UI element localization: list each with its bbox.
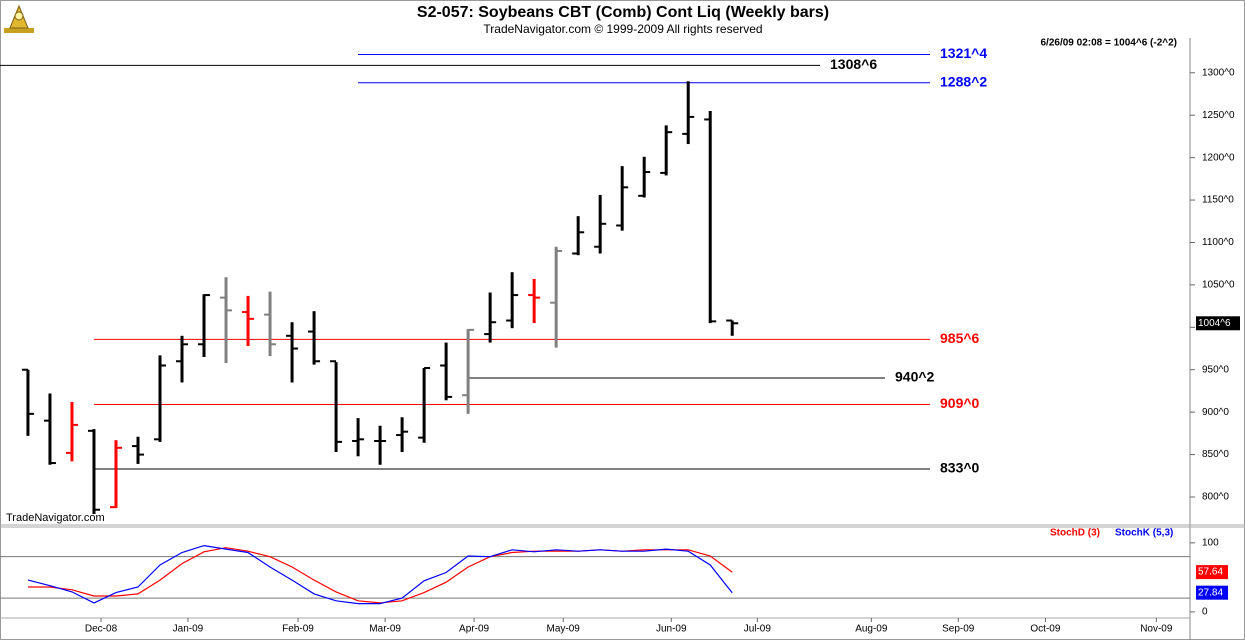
y-tick-label: 0 bbox=[1202, 607, 1208, 618]
y-tick-label: 100 bbox=[1202, 538, 1219, 549]
x-tick-label: Apr-09 bbox=[459, 624, 489, 635]
last-price-box bbox=[1196, 316, 1240, 331]
level-label: 833^0 bbox=[940, 460, 980, 476]
x-tick-label: Mar-09 bbox=[369, 624, 401, 635]
y-tick-label: 1050^0 bbox=[1202, 280, 1235, 291]
x-tick-label: Aug-09 bbox=[855, 624, 888, 635]
last-value-box bbox=[1196, 565, 1228, 580]
level-label: 1308^6 bbox=[830, 56, 877, 72]
last-value-label: 27.84 bbox=[1198, 587, 1223, 598]
x-tick-label: Sep-09 bbox=[942, 624, 975, 635]
level-label: 985^6 bbox=[940, 330, 980, 346]
quote-info: 6/26/09 02:08 = 1004^6 (-2^2) bbox=[1041, 38, 1178, 49]
chart-subtitle: TradeNavigator.com © 1999-2009 All right… bbox=[483, 22, 762, 36]
x-tick-label: Jun-09 bbox=[656, 624, 687, 635]
watermark: TradeNavigator.com bbox=[6, 512, 105, 524]
level-label: 909^0 bbox=[940, 395, 980, 411]
legend-entry: StochD (3) bbox=[1050, 528, 1100, 539]
x-tick-label: Dec-08 bbox=[85, 624, 118, 635]
level-label: 1321^4 bbox=[940, 45, 987, 61]
y-tick-label: 850^0 bbox=[1202, 449, 1229, 460]
x-tick-label: Nov-09 bbox=[1140, 624, 1173, 635]
legend-entry: StochK (5,3) bbox=[1115, 528, 1173, 539]
y-tick-label: 1200^0 bbox=[1202, 152, 1235, 163]
y-tick-label: 900^0 bbox=[1202, 407, 1229, 418]
x-tick-label: Jul-09 bbox=[744, 624, 772, 635]
x-tick-label: Feb-09 bbox=[282, 624, 314, 635]
y-tick-label: 800^0 bbox=[1202, 492, 1229, 503]
last-value-label: 57.64 bbox=[1198, 567, 1223, 578]
logo bbox=[4, 4, 34, 33]
y-tick-label: 1300^0 bbox=[1202, 67, 1235, 78]
y-tick-label: 950^0 bbox=[1202, 364, 1229, 375]
y-tick-label: 1150^0 bbox=[1202, 195, 1234, 206]
level-label: 1288^2 bbox=[940, 73, 987, 89]
stoch-line bbox=[27, 544, 733, 605]
y-tick-label: 1250^0 bbox=[1202, 110, 1235, 121]
chart-title: S2-057: Soybeans CBT (Comb) Cont Liq (We… bbox=[417, 4, 829, 21]
x-tick-label: May-09 bbox=[547, 624, 581, 635]
x-tick-label: Jan-09 bbox=[173, 624, 204, 635]
last-value-box bbox=[1196, 585, 1228, 600]
last-price-label: 1004^6 bbox=[1198, 318, 1231, 329]
y-tick-label: 1100^0 bbox=[1202, 237, 1234, 248]
x-tick-label: Oct-09 bbox=[1030, 624, 1060, 635]
level-label: 940^2 bbox=[895, 369, 935, 385]
